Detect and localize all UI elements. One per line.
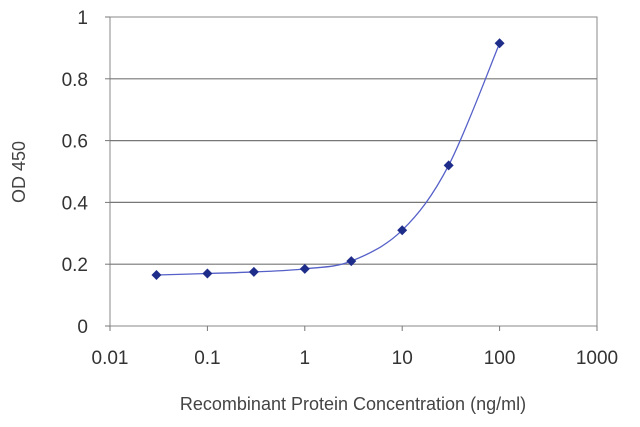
data-point [397,225,408,236]
data-point [299,263,310,274]
data-points [151,38,505,281]
y-tick-label: 1 [77,8,88,29]
y-tick-labels: 0 0.2 0.4 0.6 0.8 1 [62,8,89,338]
y-gridlines [105,16,597,327]
data-point [494,38,505,49]
y-tick-label: 0 [77,317,88,338]
x-tick-marks [109,326,598,331]
y-tick-label: 0.6 [62,132,88,153]
data-point [151,270,162,281]
y-tick-label: 0.4 [62,193,89,214]
data-point [248,266,259,277]
fit-curve [156,43,501,276]
x-tick-label: 1 [300,348,311,369]
x-tick-label: 10 [392,348,413,369]
data-point [202,268,213,279]
x-tick-label: 100 [484,348,516,369]
x-tick-labels: 0.01 0.1 1 10 100 1000 [92,348,619,369]
x-tick-label: 0.1 [194,348,220,369]
x-tick-label: 0.01 [92,348,129,369]
x-axis-title: Recombinant Protein Concentration (ng/ml… [180,394,526,414]
y-tick-label: 0.2 [62,255,88,276]
x-tick-label: 1000 [576,348,618,369]
data-point [443,160,454,171]
plot-area [109,16,598,327]
y-axis-title: OD 450 [9,141,29,203]
data-point [346,256,357,267]
y-tick-label: 0.8 [62,70,88,91]
